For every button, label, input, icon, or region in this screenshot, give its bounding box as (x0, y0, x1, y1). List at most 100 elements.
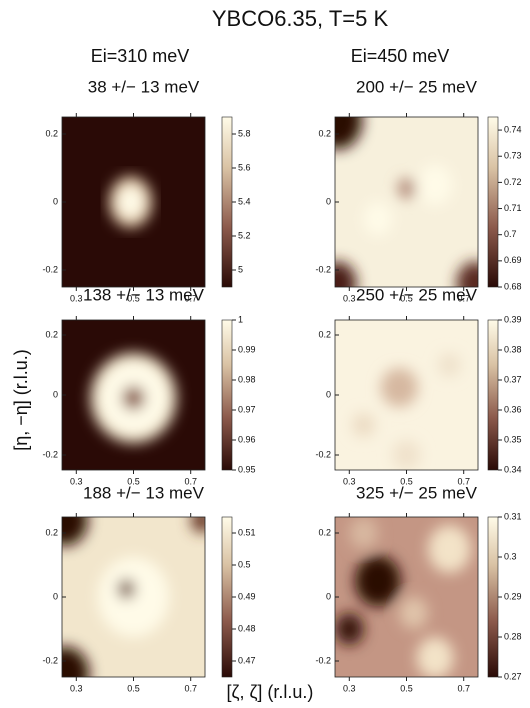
x-tick-label: 0.5 (127, 476, 140, 486)
colorbar-tick-label: 0.36 (504, 404, 522, 414)
colorbar-tick-label: 0.97 (238, 404, 256, 414)
colorbar-tick-label: 0.5 (238, 559, 251, 569)
heatmap-blob (417, 164, 453, 206)
heatmap-blob (456, 261, 478, 287)
figure-title: YBCO6.35, T=5 K (212, 6, 389, 31)
heatmap-blob (392, 440, 421, 470)
colorbar-tick-label: 5 (238, 264, 243, 274)
colorbar-tick-label: 0.38 (504, 344, 522, 354)
heatmap-blob (335, 261, 357, 287)
colorbar-tick-label: 0.31 (504, 511, 522, 521)
x-tick-label: 0.5 (127, 293, 140, 303)
heatmap-blob (416, 637, 454, 677)
heatmap-bg (335, 117, 478, 287)
colorbar-tick-label: 0.96 (238, 434, 256, 444)
heatmap-blob (437, 353, 461, 377)
x-tick-label: 0.7 (184, 683, 197, 693)
heatmap (335, 517, 478, 677)
heatmap (62, 320, 205, 470)
y-axis-label: [η, −η] (r.l.u.) (11, 349, 31, 451)
colorbar-tick-label: 1 (238, 314, 243, 324)
colorbar-tick-label: 0.71 (504, 203, 522, 213)
colorbar-tick-label: 5.8 (238, 128, 251, 138)
x-tick-label: 0.3 (70, 683, 83, 693)
y-tick-label: 0 (53, 591, 58, 601)
heatmap (335, 117, 478, 287)
colorbar-tick-label: 0.35 (504, 434, 522, 444)
colorbar-tick-label: 5.6 (238, 162, 251, 172)
colorbar-tick-label: 0.98 (238, 374, 256, 384)
x-tick-label: 0.3 (343, 293, 356, 303)
y-tick-label: -0.2 (315, 449, 331, 459)
colorbar-tick-label: 0.69 (504, 255, 522, 265)
colorbar-tick-label: 0.68 (504, 281, 522, 291)
y-tick-label: 0 (326, 389, 331, 399)
heatmap-blob (352, 413, 376, 437)
x-tick-label: 0.7 (184, 476, 197, 486)
colorbar-tick-label: 0.7 (504, 229, 517, 239)
heatmap-blob (62, 517, 88, 546)
x-tick-label: 0.5 (127, 683, 140, 693)
colorbar-tick-label: 0.3 (504, 551, 517, 561)
heatmap-blob (397, 178, 416, 199)
heatmap-blobs (62, 517, 205, 677)
x-tick-label: 0.5 (400, 476, 413, 486)
panel-title: 250 +/− 25 meV (356, 285, 478, 304)
colorbar-tick-label: 0.72 (504, 177, 522, 187)
y-tick-label: -0.2 (315, 264, 331, 274)
colorbar-tick-label: 0.29 (504, 591, 522, 601)
x-tick-label: 0.7 (457, 293, 470, 303)
heatmap-blob (380, 368, 418, 407)
y-tick-label: -0.2 (315, 655, 331, 665)
colorbar-tick-label: 0.27 (504, 671, 522, 681)
x-tick-label: 0.7 (457, 476, 470, 486)
colorbar-tick-label: 0.51 (238, 527, 256, 537)
y-tick-label: 0.2 (45, 329, 58, 339)
x-axis-label: [ζ, ζ] (r.l.u.) (227, 682, 314, 702)
heatmap-blob (117, 579, 135, 599)
heatmap-blob (97, 557, 170, 637)
heatmap-blob (349, 517, 378, 549)
y-tick-label: -0.2 (42, 655, 58, 665)
colorbar (221, 116, 233, 288)
heatmap-blob (122, 386, 145, 410)
panel-title: 188 +/− 13 meV (83, 483, 205, 502)
colorbar-tick-label: 0.48 (238, 623, 256, 633)
heatmap-blobs (90, 353, 177, 443)
heatmap-blob (190, 517, 205, 533)
y-tick-label: 0.2 (45, 128, 58, 138)
y-tick-label: 0 (53, 389, 58, 399)
panel-title: 38 +/− 13 meV (88, 77, 200, 96)
colorbar-tick-label: 5.2 (238, 230, 251, 240)
y-tick-label: -0.2 (42, 264, 58, 274)
colorbar (487, 319, 499, 471)
x-tick-label: 0.3 (343, 683, 356, 693)
colorbar-tick-label: 0.74 (504, 124, 522, 134)
y-tick-label: 0.2 (318, 128, 331, 138)
colorbar-tick-label: 0.28 (504, 631, 522, 641)
colorbar (487, 516, 499, 678)
heatmap-blobs (352, 353, 461, 470)
panel-title: 138 +/− 13 meV (83, 285, 205, 304)
column-title: Ei=310 meV (91, 46, 190, 66)
heatmap (62, 117, 205, 287)
x-tick-label: 0.7 (184, 293, 197, 303)
colorbar-tick-label: 5.4 (238, 196, 251, 206)
colorbar-tick-label: 0.47 (238, 655, 256, 665)
heatmap (62, 517, 205, 677)
x-tick-label: 0.3 (70, 293, 83, 303)
x-tick-label: 0.3 (343, 476, 356, 486)
y-tick-label: -0.2 (42, 449, 58, 459)
colorbar-tick-label: 0.99 (238, 344, 256, 354)
colorbar (487, 116, 499, 288)
heatmap-blob (399, 597, 428, 629)
heatmap-blob (427, 525, 471, 573)
x-tick-label: 0.5 (400, 293, 413, 303)
panel-title: 325 +/− 25 meV (356, 483, 478, 502)
heatmap-blob (335, 613, 364, 645)
y-tick-label: 0.2 (318, 527, 331, 537)
y-tick-label: 0 (53, 196, 58, 206)
heatmap-blob (62, 646, 90, 677)
colorbar-tick-label: 0.37 (504, 374, 522, 384)
heatmap-blob (117, 186, 144, 218)
